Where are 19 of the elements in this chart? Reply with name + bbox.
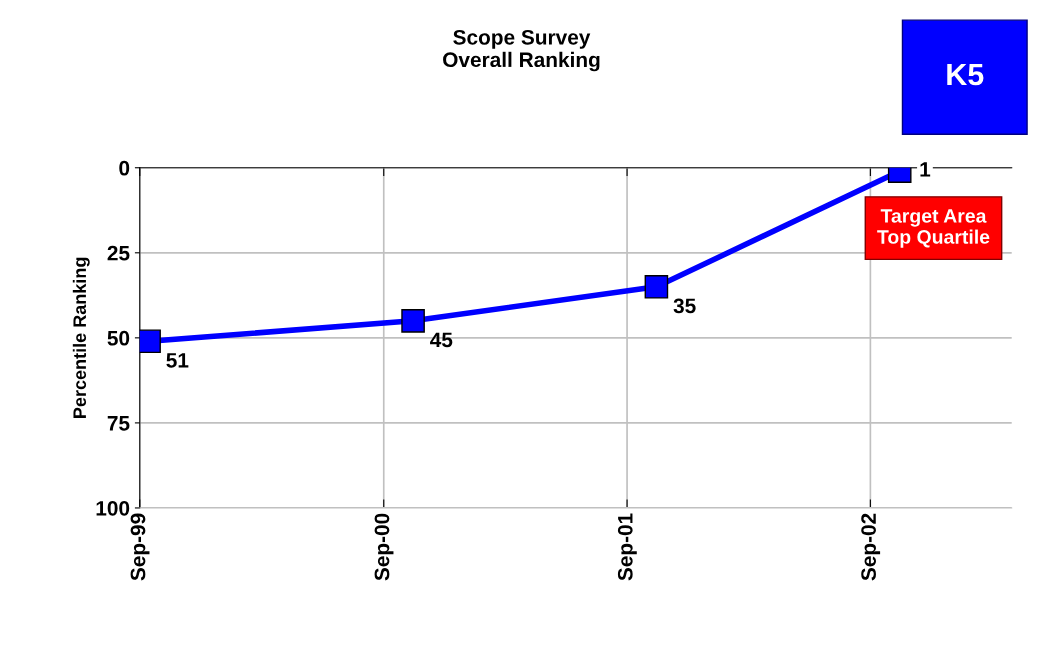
chart-title: Scope Survey Overall Ranking — [443, 29, 600, 72]
x-tick-label: Sep-99 — [130, 513, 150, 581]
y-tick-label: 100 — [96, 500, 130, 516]
y-tick-label: 0 — [119, 160, 130, 176]
point — [401, 309, 425, 333]
data-label: 1 — [920, 162, 931, 177]
data-label: 35 — [673, 298, 696, 314]
data-label: 45 — [430, 332, 453, 348]
x-tick-label: Sep-02 — [861, 513, 881, 581]
y-tick-label: 50 — [107, 330, 130, 346]
text: K5 — [947, 64, 984, 86]
point — [644, 275, 669, 299]
annotation: Target Area Top Quartile — [877, 209, 990, 248]
data-label: 51 — [166, 353, 189, 368]
x-tick-label: Sep-00 — [374, 513, 394, 581]
x-tick-label: Sep-01 — [617, 513, 637, 581]
y-axis-title: Percentile Ranking — [72, 257, 90, 418]
y-tick-label: 75 — [107, 416, 130, 431]
y-tick-label: 25 — [107, 245, 130, 261]
